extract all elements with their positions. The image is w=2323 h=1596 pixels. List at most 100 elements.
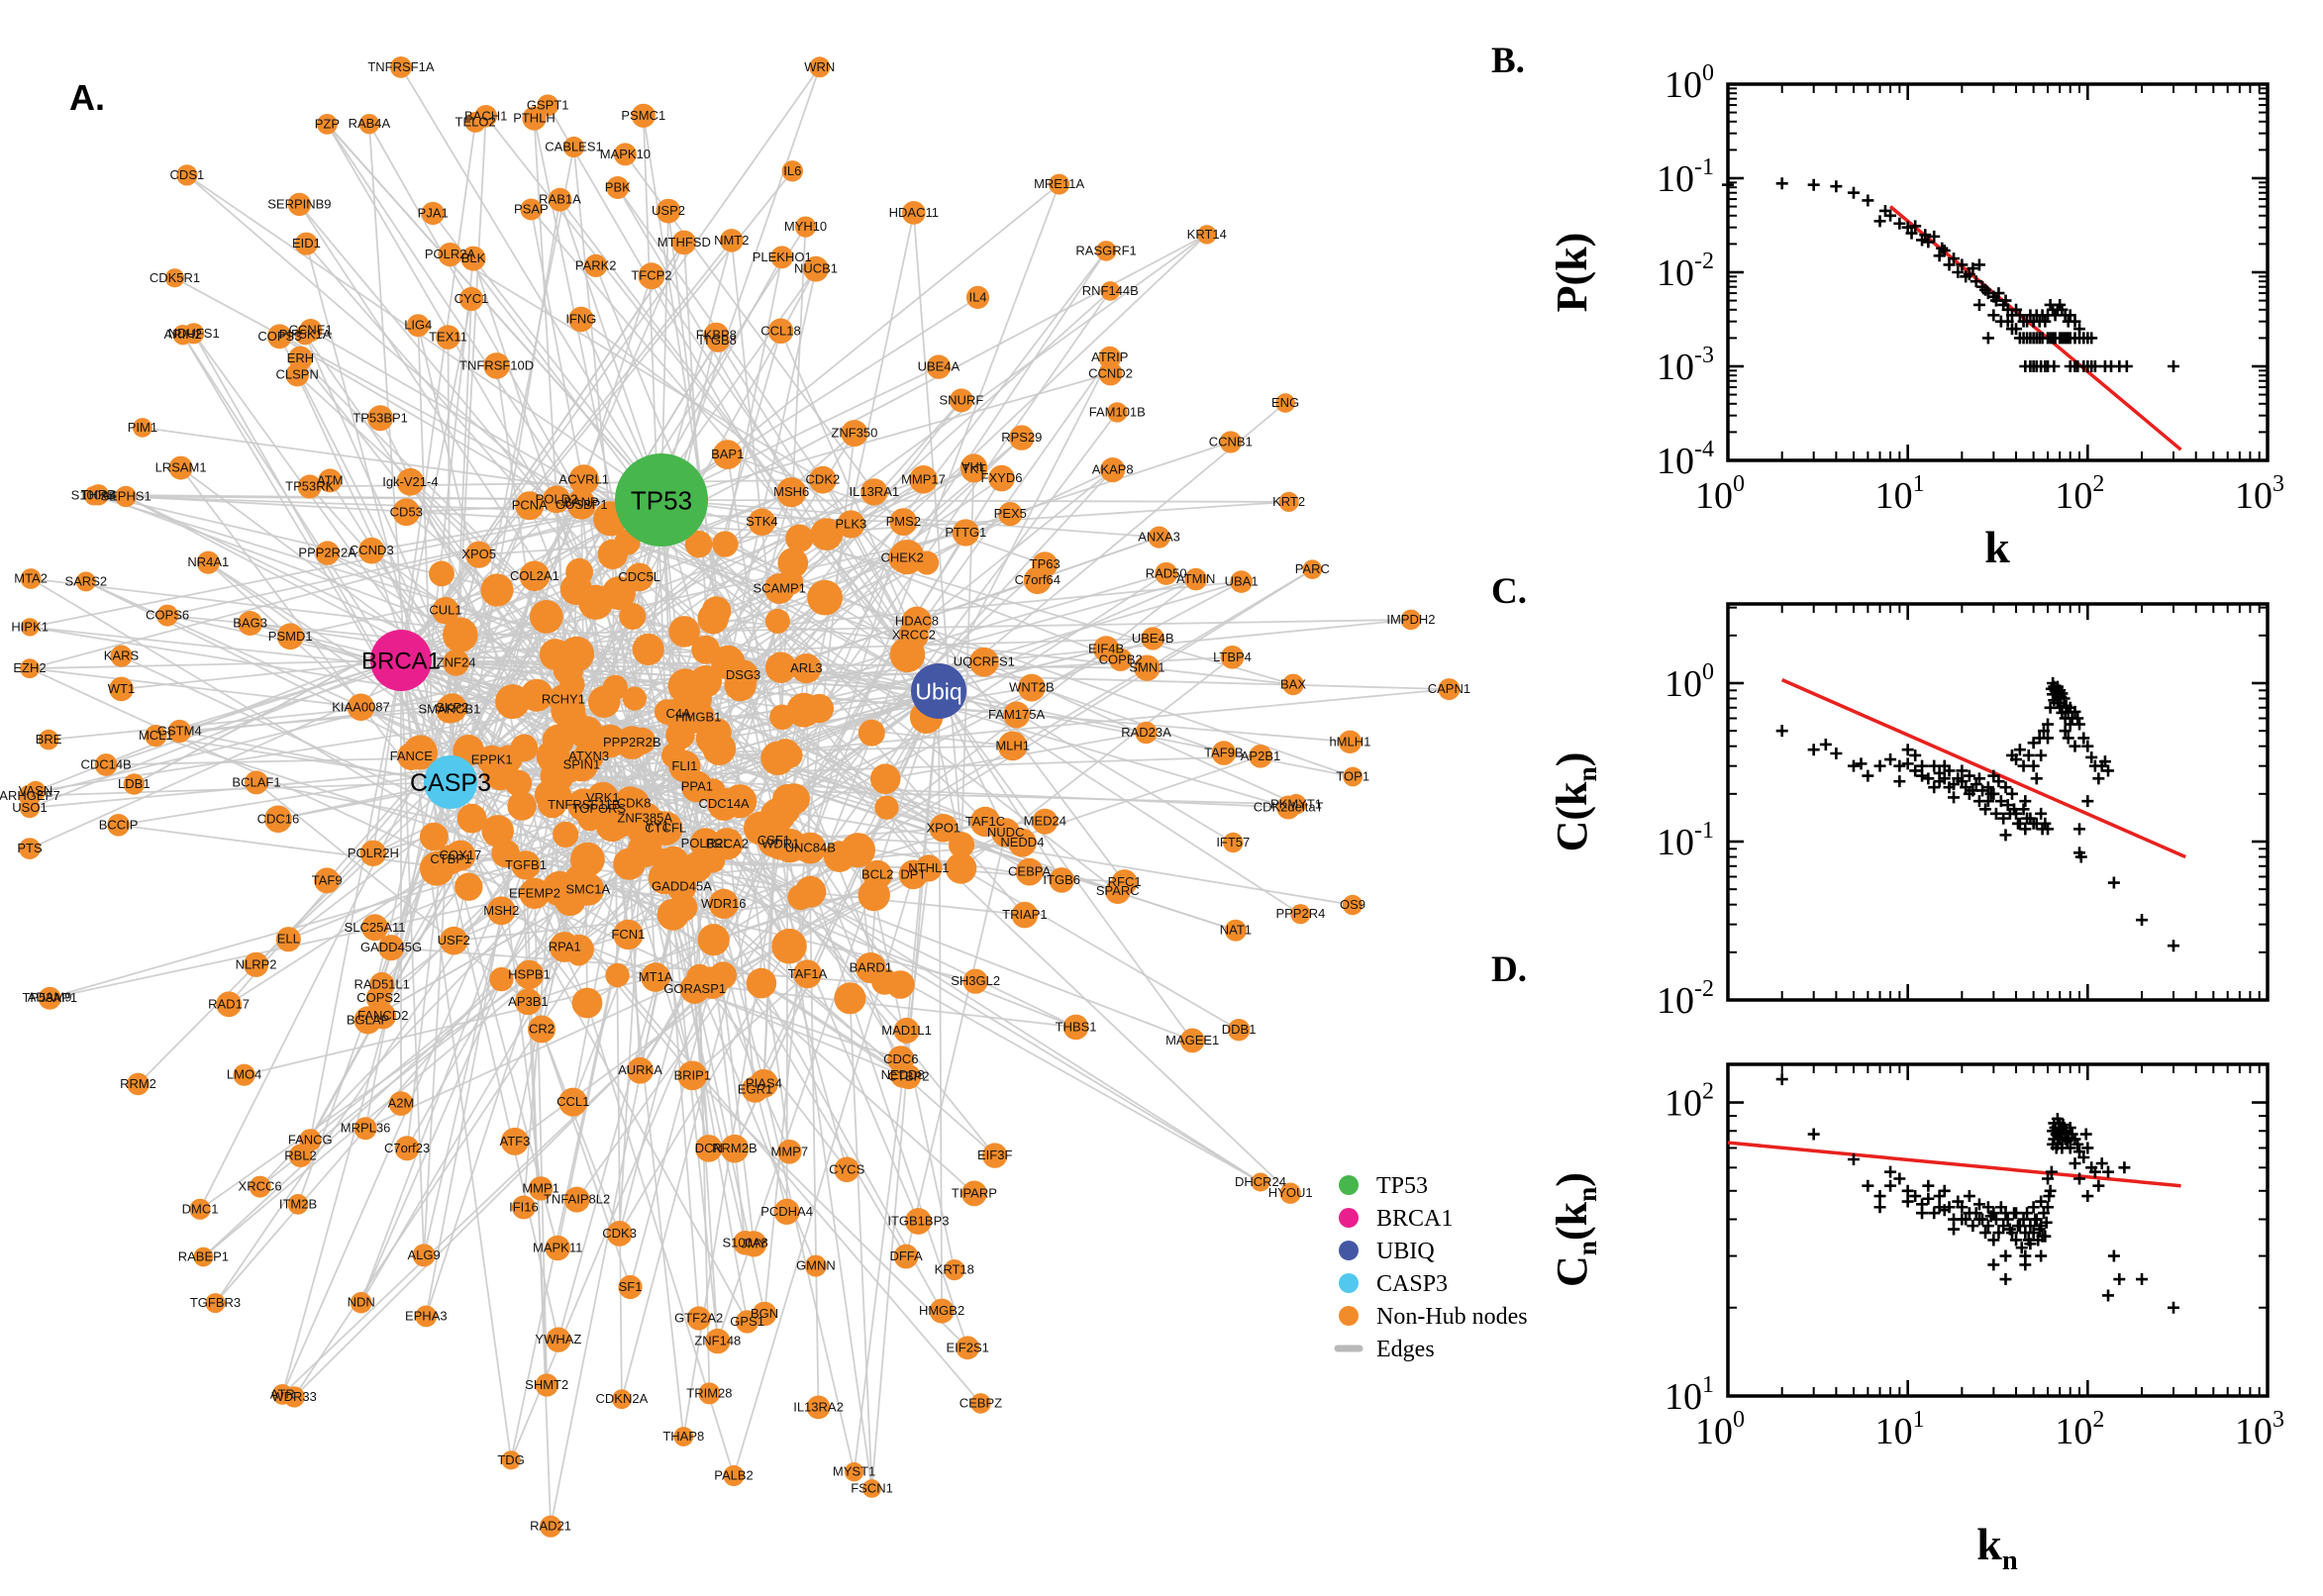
network-node-label: DFFA [889,1248,923,1263]
network-node-label: IL13RA1 [850,484,900,499]
network-node-label: SCAMP1 [753,581,805,596]
network-node [458,286,484,312]
network-node-label: MMP7 [771,1144,809,1158]
network-node [1275,393,1295,413]
data-point [1943,764,1956,777]
network-edge [305,243,452,783]
data-point [1987,787,2000,800]
network-node [622,686,648,711]
network-node-label: GORASP1 [663,981,726,996]
data-point [1775,177,1788,190]
network-node [763,573,795,604]
network-node-label: HDAC11 [889,205,939,220]
data-point [1936,242,1949,254]
network-edge [547,104,801,540]
network-node [618,1274,643,1300]
network-node [354,1117,377,1141]
network-node-label: CTBP2 [888,1069,930,1084]
network-node [216,991,243,1018]
network-node [546,1327,571,1352]
network-node [432,596,459,625]
hub-node-brca1 [370,630,432,691]
network-edge [293,855,841,1398]
network-node-label: GUSBP1 [556,497,608,512]
network-node [970,1393,991,1414]
network-node [757,824,790,857]
data-point [2136,914,2149,927]
network-node [429,560,454,587]
data-point [2081,1142,2094,1154]
network-node-label: ITGB6 [1043,872,1080,887]
network-node-label: MMP1 [522,1180,559,1195]
data-point [2085,750,2098,763]
data-point [1928,759,1941,772]
network-node [412,1244,436,1267]
network-node [127,1072,150,1096]
network-node [677,1060,708,1091]
network-node-label: TNFRSF11B [548,797,620,812]
data-point [1922,1179,1935,1192]
ytick-label: 10-4 [1657,437,1714,482]
network-node-label: NUDC [987,825,1025,840]
plot-ticks-C [1726,604,2270,1002]
fit-line-D [1727,1141,2181,1188]
network-node [697,924,730,956]
network-node [874,795,899,820]
network-edge [179,659,402,733]
hub-node-ubiq [911,663,966,719]
network-node-label: HSPB1 [508,967,551,982]
network-node [1220,646,1245,669]
network-node-label: PALB2 [714,1468,754,1483]
network-node [107,814,130,837]
data-point [1981,795,1994,808]
data-point [2035,1249,2048,1262]
network-node [480,573,514,607]
network-node-label: VRK1 [586,790,620,805]
network-node [804,693,834,724]
data-point [1893,1172,1906,1185]
xtick-label: 100 [1695,471,1745,517]
network-node [528,1176,554,1201]
ytick-label: 100 [1665,60,1714,106]
network-node [283,1386,305,1408]
network-node-label: PIAS4 [746,1075,782,1090]
network-node-label: ATM [317,472,343,487]
network-node-label: S100A8 [722,1235,767,1249]
network-node [631,103,656,128]
network-edge [214,597,826,1304]
network-node-label: ACVRL1 [558,471,609,486]
data-point [2120,360,2133,372]
network-node-label: FAM101B [1089,404,1146,419]
network-node-label: RAB4A [349,116,391,131]
data-point [1884,1179,1897,1192]
network-edge [467,340,719,751]
network-node [641,962,670,992]
network-node [909,465,938,494]
network-node [347,693,375,722]
network-edge [739,399,962,686]
network-node-label: FANCG [288,1133,333,1147]
network-node-label: TRIAP1 [1002,907,1048,922]
network-node-label: RAD50 [1146,565,1187,580]
legend-swatch-1 [1339,1208,1359,1228]
network-node-label: BRIP1 [674,1067,712,1082]
network-edge [400,580,1242,661]
network-node [810,518,844,550]
network-edge [572,147,634,744]
network-node [543,485,570,514]
network-node-label: SH3GL2 [951,973,1000,988]
network-node-label: CYC1 [454,291,489,306]
network-edge [696,690,940,788]
network-node [1230,570,1253,593]
network-node [419,822,449,851]
data-point [1855,757,1868,770]
data-point [2059,725,2071,738]
network-node-label: TIPARP [952,1185,997,1200]
xtick-label: 101 [1875,1407,1925,1452]
data-point [2088,360,2101,372]
network-node-label: TP53AP1 [22,990,77,1005]
network-node [397,742,426,771]
network-node-label: UBE4B [1132,631,1174,646]
network-edge [400,478,924,661]
